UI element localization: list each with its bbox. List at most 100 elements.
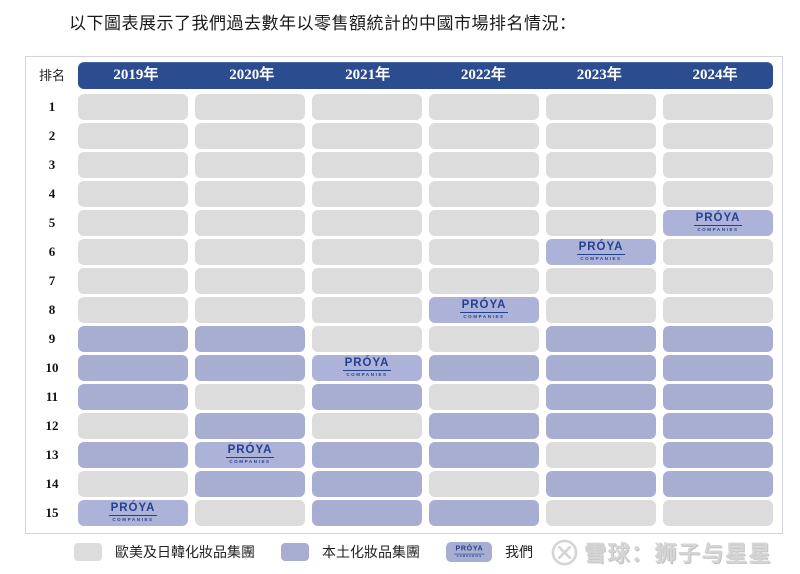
grid-cell-local xyxy=(663,354,773,381)
grid-cell-foreign xyxy=(546,499,656,526)
grid-cell-foreign xyxy=(195,267,305,294)
grid-cell-foreign xyxy=(312,412,422,439)
rank-label: 11 xyxy=(45,388,59,404)
grid-cell-foreign xyxy=(78,412,188,439)
grid-cell-foreign xyxy=(195,238,305,265)
legend-proya-swatch: PRÓYA COMPANIES xyxy=(446,542,492,562)
watermark: 雪球：狮子与星星 xyxy=(551,536,772,568)
grid-cell-local xyxy=(312,499,422,526)
grid-cell-foreign xyxy=(546,296,656,323)
grid-cell-foreign xyxy=(195,122,305,149)
rank-label: 15 xyxy=(45,504,59,520)
grid-cell-foreign xyxy=(78,267,188,294)
proya-logo: PRÓYA COMPANIES xyxy=(693,211,743,232)
grid-cell-foreign xyxy=(312,180,422,207)
grid-cell-foreign xyxy=(546,441,656,468)
row-cells: PRÓYA COMPANIES xyxy=(78,209,773,236)
grid-cell-foreign xyxy=(663,267,773,294)
rank-label: 3 xyxy=(48,156,56,172)
grid-cell-local xyxy=(663,470,773,497)
rank-label: 4 xyxy=(48,185,56,201)
rank-label: 7 xyxy=(48,272,56,288)
grid-cell-local xyxy=(546,470,656,497)
grid-cell-foreign xyxy=(429,122,539,149)
legend-foreign-label: 歐美及日韓化妝品集團 xyxy=(115,546,255,561)
year-header-bar: 2019年 2020年 2021年 2022年 2023年 2024年 xyxy=(78,62,773,89)
grid-cell-foreign xyxy=(546,122,656,149)
grid-cell-local xyxy=(195,470,305,497)
year-header: 2022年 xyxy=(460,67,506,83)
row-cells xyxy=(78,267,773,294)
row-cells: PRÓYA COMPANIES xyxy=(78,499,773,526)
table-row: 1 xyxy=(26,92,773,121)
grid-cell-foreign xyxy=(312,151,422,178)
row-cells: PRÓYA COMPANIES xyxy=(78,354,773,381)
grid-cell-local xyxy=(546,325,656,352)
table-row: 3 xyxy=(26,150,773,179)
legend-local-label: 本土化妝品集團 xyxy=(322,546,420,561)
proya-logo: PRÓYA COMPANIES xyxy=(459,298,509,319)
grid-cell-foreign xyxy=(429,209,539,236)
grid-cell-foreign xyxy=(663,499,773,526)
year-header: 2023年 xyxy=(576,67,622,83)
grid-cell-foreign xyxy=(429,470,539,497)
row-cells xyxy=(78,93,773,120)
table-row: 10 PRÓYA COMPANIES xyxy=(26,353,773,382)
rank-label: 13 xyxy=(45,446,59,462)
grid-cell-proya: PRÓYA COMPANIES xyxy=(546,238,656,265)
grid-cell-local xyxy=(663,412,773,439)
table-row: 8 PRÓYA COMPANIES xyxy=(26,295,773,324)
grid-cell-foreign xyxy=(78,180,188,207)
grid-cell-foreign xyxy=(546,180,656,207)
table-row: 7 xyxy=(26,266,773,295)
grid-cell-foreign xyxy=(663,122,773,149)
ranking-grid: 1 2 3 4 5 PRÓYA COMPANIES 6 PRÓYA COMPANIES 7 8 PRÓY… xyxy=(26,92,773,527)
grid-cell-foreign xyxy=(195,180,305,207)
grid-cell-foreign xyxy=(429,267,539,294)
grid-cell-local xyxy=(546,354,656,381)
grid-cell-foreign xyxy=(312,267,422,294)
grid-cell-local xyxy=(78,354,188,381)
table-row: 11 xyxy=(26,382,773,411)
table-row: 5 PRÓYA COMPANIES xyxy=(26,208,773,237)
grid-cell-foreign xyxy=(429,383,539,410)
grid-cell-proya: PRÓYA COMPANIES xyxy=(429,296,539,323)
grid-cell-local xyxy=(663,325,773,352)
grid-cell-foreign xyxy=(312,209,422,236)
rank-label: 12 xyxy=(45,417,59,433)
grid-cell-foreign xyxy=(546,93,656,120)
rank-label: 6 xyxy=(48,243,56,259)
chart-header-row: 排名 2019年 2020年 2021年 2022年 2023年 2024年 xyxy=(26,62,773,89)
grid-cell-proya: PRÓYA COMPANIES xyxy=(663,209,773,236)
table-row: 12 xyxy=(26,411,773,440)
grid-cell-foreign xyxy=(663,296,773,323)
table-row: 13 PRÓYA COMPANIES xyxy=(26,440,773,469)
watermark-text: 雪球：狮子与星星 xyxy=(584,541,773,566)
grid-cell-foreign xyxy=(195,499,305,526)
table-row: 6 PRÓYA COMPANIES xyxy=(26,237,773,266)
rank-label: 5 xyxy=(48,214,56,230)
row-cells xyxy=(78,383,773,410)
table-row: 14 xyxy=(26,469,773,498)
row-cells: PRÓYA COMPANIES xyxy=(78,296,773,323)
grid-cell-proya: PRÓYA COMPANIES xyxy=(312,354,422,381)
grid-cell-foreign xyxy=(312,325,422,352)
grid-cell-local xyxy=(78,383,188,410)
table-row: 9 xyxy=(26,324,773,353)
grid-cell-local xyxy=(195,354,305,381)
rank-column-header: 排名 xyxy=(38,68,65,83)
row-cells xyxy=(78,325,773,352)
grid-cell-foreign xyxy=(78,122,188,149)
grid-cell-local xyxy=(195,412,305,439)
grid-cell-foreign xyxy=(78,296,188,323)
proya-logo: PRÓYA COMPANIES xyxy=(342,356,392,377)
grid-cell-foreign xyxy=(546,209,656,236)
grid-cell-local xyxy=(546,412,656,439)
grid-cell-local xyxy=(312,383,422,410)
legend-local-swatch xyxy=(281,543,309,561)
grid-cell-proya: PRÓYA COMPANIES xyxy=(195,441,305,468)
year-header: 2024年 xyxy=(692,67,738,83)
rank-label: 9 xyxy=(48,330,56,346)
